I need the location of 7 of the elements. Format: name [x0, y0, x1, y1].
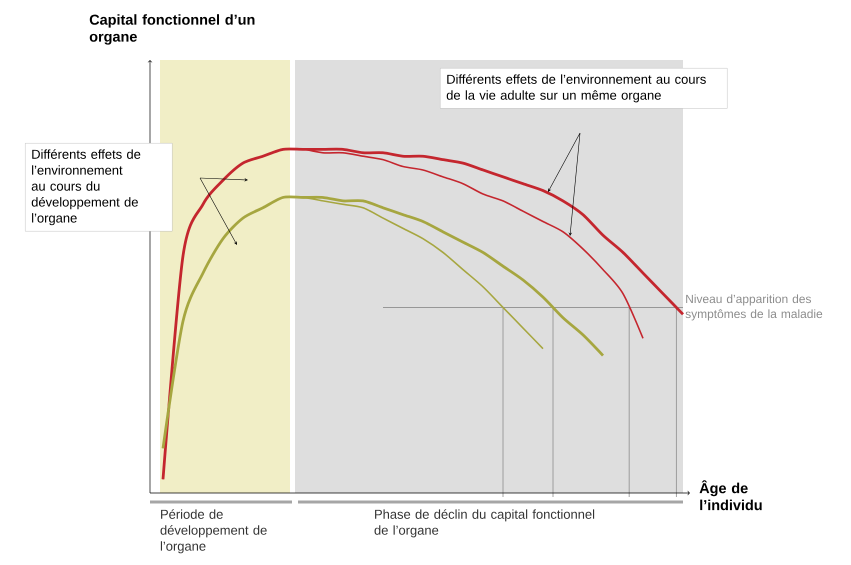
text: Différents effets de l’environnement au cours du développement de l’organe [32, 149, 140, 226]
text: Phase de déclin du capital fonctionnel de l’organe [374, 509, 594, 538]
text: Différents effets de l’environnement au cours de la vie adulte sur un même organe [446, 74, 706, 102]
ref-line-label: Niveau d’apparition des symptômes de la maladie [686, 294, 822, 320]
text: Période de développement de l’organe [160, 509, 267, 554]
text: Capital fonctionnel d’un organe [90, 14, 254, 45]
x-axis-title: Âge de l’individu [700, 480, 762, 510]
